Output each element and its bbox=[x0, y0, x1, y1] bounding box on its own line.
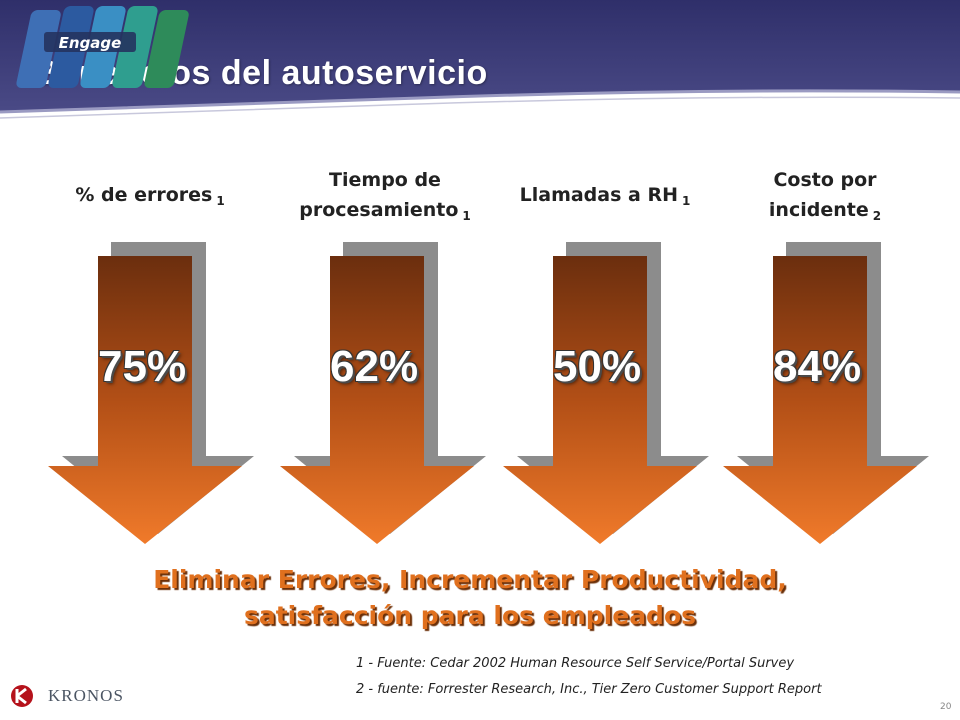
metric-label-errors: % de errores 1 bbox=[75, 184, 225, 208]
source-note-1: 1 - Fuente: Cedar 2002 Human Resource Se… bbox=[356, 656, 795, 671]
arrow-errors bbox=[48, 242, 254, 544]
headline: Eliminar Errores, Incrementar Productivi… bbox=[60, 562, 880, 634]
metric-label-processing-time: Tiempo de procesamiento 1 bbox=[299, 169, 471, 223]
arrow-hr-calls bbox=[503, 242, 709, 544]
page-number: 20 bbox=[940, 702, 952, 712]
metric-value-processing-time: 62% bbox=[330, 342, 419, 391]
engage-badge-icon: Engage bbox=[16, 6, 189, 88]
arrows-graphic bbox=[48, 242, 929, 544]
kronos-mark-icon bbox=[11, 685, 33, 707]
metric-label-hr-calls: Llamadas a RH 1 bbox=[519, 184, 691, 208]
metric-value-hr-calls: 50% bbox=[553, 342, 642, 391]
arrow-processing-time bbox=[280, 242, 486, 544]
engage-badge-label: Engage bbox=[59, 34, 122, 52]
metric-value-cost-per-incident: 84% bbox=[773, 342, 862, 391]
kronos-logo: KRONOS bbox=[10, 684, 140, 708]
header-banner: Beneficios del autoservicio Engage bbox=[0, 0, 960, 120]
metric-label-cost-per-incident: Costo por incidente 2 bbox=[768, 169, 882, 223]
metric-value-errors: 75% bbox=[98, 342, 187, 391]
header-background bbox=[0, 0, 960, 120]
kronos-wordmark: KRONOS bbox=[48, 686, 124, 705]
source-note-2: 2 - fuente: Forrester Research, Inc., Ti… bbox=[356, 682, 822, 697]
arrow-cost-per-incident bbox=[723, 242, 929, 544]
headline-line-2: satisfacción para los empleados bbox=[243, 601, 697, 630]
headline-line-1: Eliminar Errores, Incrementar Productivi… bbox=[153, 565, 787, 594]
